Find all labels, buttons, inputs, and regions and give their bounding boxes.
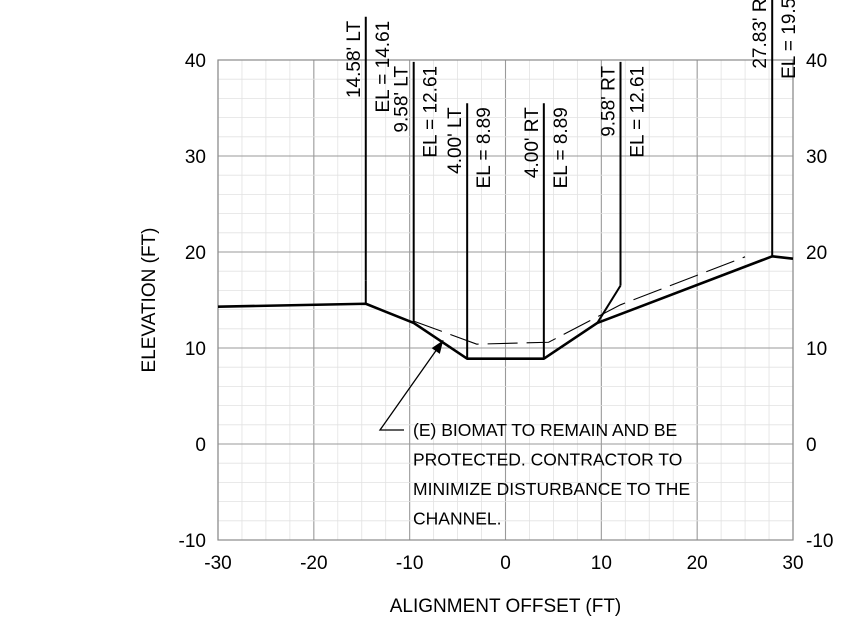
station-offset-label: 4.00' RT	[522, 107, 543, 178]
callout-text-line: MINIMIZE DISTURBANCE TO THE	[413, 479, 690, 499]
station-elev-label: EL = 12.61	[421, 66, 442, 158]
y-tick-label-left: 30	[185, 147, 206, 168]
callout-arrowhead	[431, 340, 444, 354]
existing-profile	[413, 256, 746, 345]
y-tick-label-right: 40	[806, 51, 827, 72]
x-tick-labels: -30 -20 -10 0 10 20 30	[204, 553, 803, 574]
y-tick-label-right: 20	[806, 243, 827, 264]
x-tick-label: -10	[396, 553, 423, 574]
station-elev-label: EL = 14.61	[373, 21, 394, 113]
x-tick-label: 10	[591, 553, 612, 574]
callout-text-line: (E) BIOMAT TO REMAIN AND BE	[413, 420, 677, 440]
station-offset-label: 27.83' RT	[750, 0, 771, 69]
y-axis-label: ELEVATION (FT)	[139, 228, 160, 373]
station-leaders	[364, 0, 774, 359]
station-elev-label: EL = 8.89	[474, 107, 495, 188]
station-elev-label: EL = 19.55	[779, 0, 800, 79]
station-offset-label: 14.58' LT	[344, 20, 365, 98]
y-tick-label-left: 0	[195, 435, 206, 456]
callout-leader	[378, 339, 444, 431]
x-tick-label: 0	[500, 553, 511, 574]
x-axis-label: ALIGNMENT OFFSET (FT)	[390, 596, 622, 617]
y-tick-labels-right: 40 30 20 10 0 -10	[806, 51, 833, 552]
y-tick-labels-left: 40 30 20 10 0 -10	[179, 51, 206, 552]
x-tick-label: 20	[687, 553, 708, 574]
y-tick-label-left: 40	[185, 51, 206, 72]
existing-profile-line	[413, 256, 746, 345]
station-elev-label: EL = 12.61	[628, 66, 649, 158]
station-offset-label: 9.58' LT	[392, 66, 413, 133]
callout-text-line: CHANNEL.	[413, 509, 502, 529]
station-leader-bend	[596, 285, 622, 324]
ground-profile-line	[217, 255, 794, 360]
biomat-callout: (E) BIOMAT TO REMAIN AND BE PROTECTED. CO…	[378, 339, 690, 529]
ground-profile	[217, 255, 794, 360]
x-tick-label: -20	[300, 553, 327, 574]
x-tick-label: 30	[782, 553, 803, 574]
y-tick-label-left: 20	[185, 243, 206, 264]
station-offset-label: 4.00' LT	[445, 107, 466, 174]
x-tick-label: -30	[204, 553, 231, 574]
station-offset-label: 9.58' RT	[599, 66, 620, 137]
y-tick-label-right: 10	[806, 339, 827, 360]
y-tick-label-right: 0	[806, 435, 817, 456]
y-tick-label-left: -10	[179, 531, 206, 552]
station-elev-label: EL = 8.89	[551, 107, 572, 188]
station-labels: 14.58' LT EL = 14.619.58' LT EL = 12.61 4.0…	[344, 0, 800, 188]
y-tick-label-left: 10	[185, 339, 206, 360]
y-tick-label-right: 30	[806, 147, 827, 168]
callout-text-line: PROTECTED. CONTRACTOR TO	[413, 450, 682, 470]
plot-frame	[217, 59, 794, 541]
y-tick-label-right: -10	[806, 531, 833, 552]
